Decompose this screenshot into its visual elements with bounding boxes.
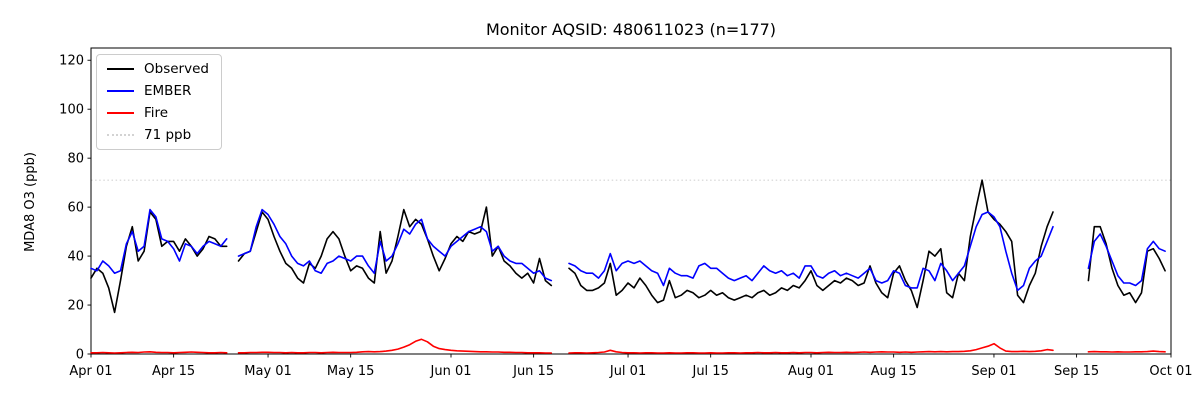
observed-line bbox=[237, 206, 553, 287]
observed-line bbox=[1087, 225, 1166, 304]
legend-label-ember: EMBER bbox=[144, 82, 192, 99]
ember-line bbox=[1087, 233, 1166, 287]
x-tick-label: Oct 01 bbox=[1149, 364, 1192, 379]
fire-line bbox=[90, 350, 228, 354]
y-tick-label: 60 bbox=[67, 201, 84, 216]
x-tick-label: Jun 01 bbox=[430, 364, 472, 379]
fire-line bbox=[1087, 350, 1166, 353]
ember-line bbox=[90, 208, 228, 275]
fire-line bbox=[568, 342, 1054, 354]
x-tick-label: May 01 bbox=[244, 364, 292, 379]
observed-line bbox=[90, 211, 228, 314]
x-tick-label: Apr 01 bbox=[69, 364, 112, 379]
fire-line-sample-icon bbox=[107, 112, 134, 115]
x-tick-label: May 15 bbox=[327, 364, 375, 379]
ember-line-sample-icon bbox=[107, 90, 134, 93]
y-tick-label: 100 bbox=[59, 103, 84, 118]
legend-label-observed: Observed bbox=[144, 61, 209, 77]
fire-line bbox=[237, 338, 553, 354]
x-tick-label: Jul 15 bbox=[691, 364, 728, 379]
x-tick-label: Jul 01 bbox=[609, 364, 646, 379]
legend: Observed EMBER Fire 71 ppb bbox=[96, 54, 222, 151]
legend-item-fire: Fire bbox=[107, 104, 209, 121]
ember-line bbox=[568, 211, 1054, 292]
y-tick-label: 20 bbox=[67, 299, 84, 314]
x-tick-label: Jun 15 bbox=[512, 364, 554, 379]
observed-line-sample-icon bbox=[107, 68, 134, 71]
threshold-line-sample-icon bbox=[107, 133, 134, 136]
y-tick-label: 0 bbox=[76, 348, 84, 363]
chart-title: Monitor AQSID: 480611023 (n=177) bbox=[485, 20, 777, 39]
axes-spines bbox=[90, 47, 1172, 355]
y-tick-label: 80 bbox=[67, 152, 84, 167]
ember-line bbox=[237, 208, 553, 282]
legend-item-observed: Observed bbox=[107, 62, 209, 77]
legend-label-threshold: 71 ppb bbox=[144, 126, 192, 143]
x-tick-label: Sep 01 bbox=[971, 364, 1016, 379]
legend-item-threshold: 71 ppb bbox=[107, 126, 209, 143]
x-tick-label: Aug 15 bbox=[871, 364, 917, 379]
x-tick-label: Aug 01 bbox=[788, 364, 834, 379]
legend-label-fire: Fire bbox=[144, 104, 169, 121]
x-tick-label: Apr 15 bbox=[152, 364, 195, 379]
x-tick-label: Sep 15 bbox=[1054, 364, 1099, 379]
y-tick-label: 120 bbox=[59, 54, 84, 69]
legend-item-ember: EMBER bbox=[107, 82, 209, 99]
observed-line bbox=[568, 179, 1054, 309]
y-tick-label: 40 bbox=[67, 250, 84, 265]
